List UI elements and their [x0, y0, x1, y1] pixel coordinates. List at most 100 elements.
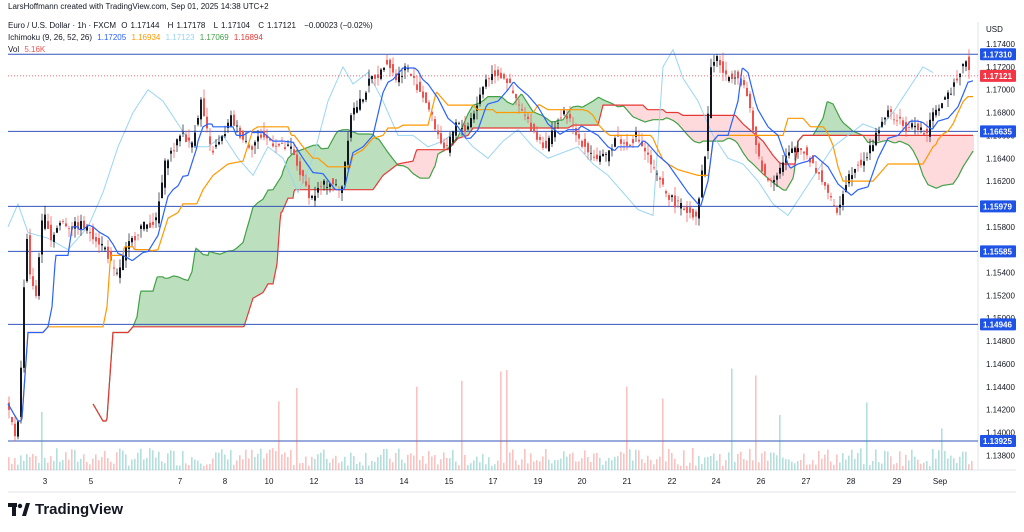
volume-bar: [872, 460, 874, 470]
cloud-segment: [700, 115, 702, 143]
volume-bar: [812, 460, 814, 470]
volume-bar: [329, 462, 331, 470]
candle-body: [299, 161, 301, 176]
cloud-segment: [914, 135, 916, 157]
volume-bar: [320, 452, 322, 470]
volume-label: Vol: [8, 45, 20, 54]
volume-bar: [305, 456, 307, 470]
candle-body: [899, 116, 901, 119]
volume-bar: [770, 452, 772, 470]
cloud-segment: [928, 135, 930, 186]
volume-bar: [941, 428, 943, 470]
cloud-segment: [334, 133, 336, 190]
cloud-segment: [790, 163, 792, 184]
candle-body: [506, 78, 508, 84]
volume-bar: [335, 455, 337, 470]
candle-body: [695, 211, 697, 217]
candle-body: [953, 82, 955, 87]
candle-body: [251, 146, 253, 150]
volume-bar: [371, 460, 373, 470]
candle-body: [68, 228, 70, 230]
cloud-segment: [490, 96, 492, 128]
volume-bar: [440, 459, 442, 470]
candle-body: [50, 224, 52, 241]
y-tick-label: 1.14000: [986, 428, 1015, 437]
volume-bar: [959, 456, 961, 470]
candle-body: [35, 285, 37, 297]
cloud-segment: [574, 106, 576, 126]
volume-bar: [134, 458, 136, 470]
volume-bar: [158, 451, 160, 470]
volume-bar: [446, 457, 448, 470]
cloud-segment: [948, 135, 950, 185]
candle-body: [185, 134, 187, 143]
open-value: 1.17144: [130, 21, 160, 30]
candle-body: [854, 168, 856, 173]
symbol-legend[interactable]: Euro / U.S. Dollar · 1h · FXCM O 1.17144 …: [8, 21, 376, 30]
cloud-segment: [378, 138, 380, 183]
cloud-segment: [556, 120, 558, 128]
candle-body: [227, 122, 229, 129]
cloud-segment: [696, 115, 698, 143]
cloud-segment: [660, 109, 662, 120]
volume-bar: [59, 461, 61, 470]
candle-body: [494, 70, 496, 77]
candle-body: [587, 143, 589, 153]
candle-body: [911, 123, 913, 128]
cloud-segment: [420, 149, 422, 179]
cloud-segment: [686, 115, 688, 136]
candle-body: [296, 154, 298, 166]
candle-body: [470, 118, 472, 128]
candle-body: [410, 73, 412, 76]
candle-body: [965, 61, 967, 67]
cloud-segment: [250, 210, 252, 308]
cloud-segment: [194, 248, 196, 327]
cloud-segment: [884, 135, 886, 141]
volume-bar: [869, 464, 871, 470]
volume-bar: [32, 453, 34, 470]
candle-body: [575, 128, 577, 136]
candle-body: [329, 183, 331, 187]
volume-bar: [191, 457, 193, 470]
cloud-segment: [844, 123, 846, 136]
volume-bar: [617, 456, 619, 470]
candle-body: [95, 237, 97, 242]
candle-body: [635, 131, 637, 137]
ichimoku-legend[interactable]: Ichimoku (9, 26, 52, 26) 1.17205 1.16934…: [8, 33, 266, 42]
candle-body: [827, 184, 829, 193]
cloud-segment: [466, 113, 468, 136]
volume-bar: [29, 457, 31, 470]
volume-bar: [314, 458, 316, 470]
volume-bar: [731, 368, 733, 470]
candle-body: [434, 119, 436, 130]
cloud-segment: [828, 101, 830, 136]
candle-body: [959, 73, 961, 78]
volume-bar: [50, 456, 52, 470]
cloud-segment: [718, 115, 720, 142]
candle-body: [644, 147, 646, 152]
volume-bar: [20, 455, 22, 470]
cloud-segment: [584, 105, 586, 126]
cloud-segment: [386, 149, 388, 174]
candle-body: [542, 142, 544, 148]
cloud-segment: [968, 135, 970, 159]
volume-bar: [605, 460, 607, 470]
candle-body: [326, 186, 328, 188]
volume-bar: [263, 458, 265, 470]
cloud-segment: [486, 96, 488, 128]
volume-bar: [902, 465, 904, 470]
candle-body: [584, 138, 586, 147]
volume-bar: [410, 453, 412, 470]
candle-body: [620, 139, 622, 144]
volume-bar: [497, 460, 499, 470]
level-tag: [980, 125, 1016, 138]
candle-body: [23, 287, 25, 368]
volume-bar: [443, 452, 445, 470]
cloud-segment: [526, 100, 528, 128]
candle-body: [131, 238, 133, 243]
volume-bar: [674, 458, 676, 470]
volume-legend[interactable]: Vol 5.16K: [8, 45, 48, 54]
candle-body: [800, 148, 802, 151]
candle-body: [539, 137, 541, 140]
